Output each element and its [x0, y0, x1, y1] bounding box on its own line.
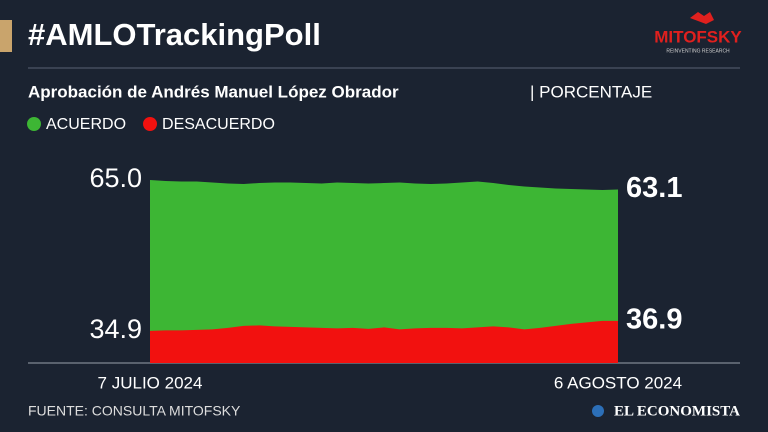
- logo: MITOFSKY: [654, 27, 742, 46]
- legend-label: ACUERDO: [46, 116, 126, 133]
- value-label: 63.1: [626, 172, 682, 204]
- publisher: EL ECONOMISTA: [614, 403, 740, 419]
- x-tick-label: 6 AGOSTO 2024: [554, 373, 682, 392]
- legend-swatch: [143, 117, 158, 131]
- logo-icon: [690, 12, 714, 24]
- legend-label: DESACUERDO: [162, 116, 275, 133]
- publisher-icon: [592, 405, 604, 417]
- value-label: 36.9: [626, 304, 682, 336]
- y-tick-label: 65.0: [89, 163, 142, 193]
- chart-title: #AMLOTrackingPoll: [28, 17, 321, 52]
- y-tick-label: 34.9: [89, 314, 142, 344]
- legend-swatch: [27, 117, 41, 131]
- area: [150, 180, 618, 363]
- subtitle: Aprobación de Andrés Manuel López Obrado…: [28, 82, 399, 101]
- area: [150, 320, 618, 363]
- x-tick-label: 7 JULIO 2024: [98, 373, 203, 392]
- y-label: | PORCENTAJE: [530, 82, 652, 101]
- accent-bar: [0, 20, 12, 52]
- source: FUENTE: CONSULTA MITOFSKY: [28, 403, 241, 419]
- logo-tagline: REINVENTING RESEARCH: [666, 48, 730, 54]
